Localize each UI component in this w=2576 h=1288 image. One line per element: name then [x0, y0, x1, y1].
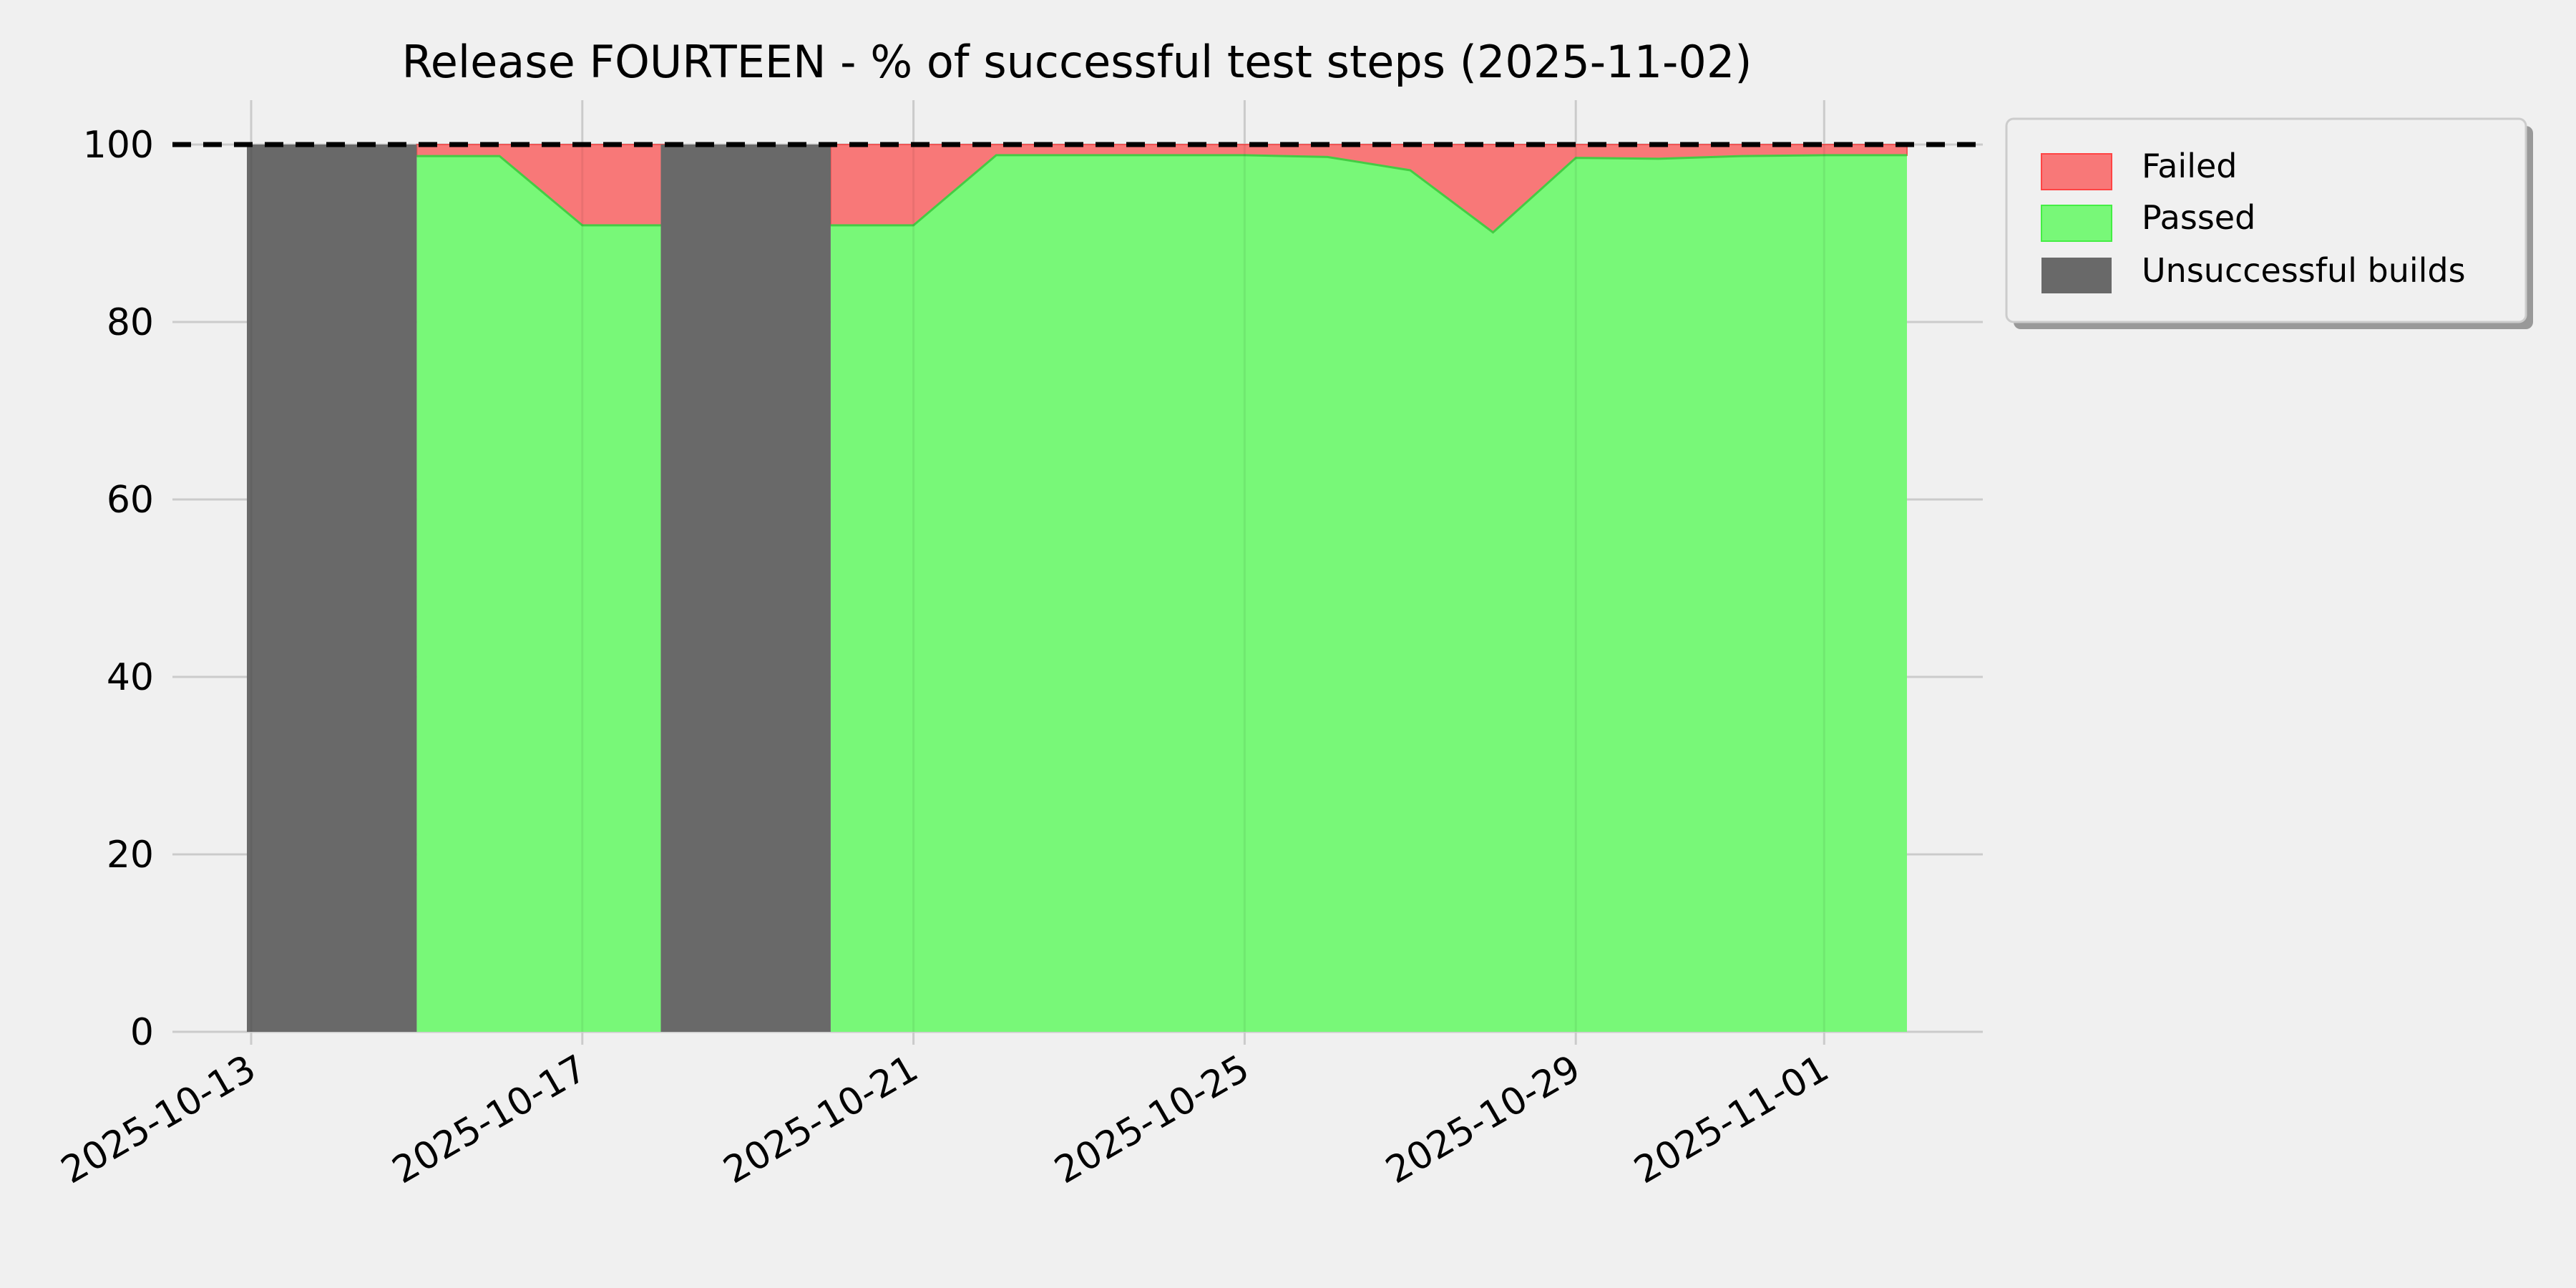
passed-area	[830, 155, 1907, 1032]
x-tick-label: 2025-10-21	[716, 1047, 925, 1192]
legend-label-unsuccessful: Unsuccessful builds	[2142, 251, 2466, 290]
legend: Failed Passed Unsuccessful builds	[2005, 117, 2533, 329]
x-tick-label: 2025-10-25	[1048, 1047, 1257, 1192]
x-tick-label: 2025-10-17	[386, 1047, 595, 1192]
y-tick-label: 20	[107, 834, 154, 877]
legend-label-failed: Failed	[2142, 147, 2238, 185]
passed-line	[416, 155, 665, 227]
y-tick-label: 40	[107, 656, 154, 699]
passed-area	[416, 156, 665, 1032]
legend-swatch-passed	[2041, 205, 2112, 242]
unsuccessful-build-bar	[247, 145, 417, 1032]
x-tick-label: 2025-10-29	[1379, 1047, 1588, 1192]
x-tick-label: 2025-11-01	[1627, 1047, 1836, 1192]
legend-label-passed: Passed	[2142, 198, 2255, 237]
passed-line	[830, 154, 1907, 234]
y-tick-label: 0	[130, 1011, 154, 1054]
x-tick-label: 2025-10-13	[54, 1047, 263, 1192]
plot-marks	[172, 142, 1983, 1032]
y-tick-label: 80	[107, 301, 154, 344]
y-tick-label: 60	[107, 479, 154, 522]
legend-swatch-unsuccessful	[2041, 258, 2112, 293]
chart-title: Release FOURTEEN - % of successful test …	[401, 36, 1752, 88]
y-axis: 0 20 40 60 80 100	[83, 124, 154, 1054]
legend-swatch-failed	[2041, 153, 2112, 190]
unsuccessful-build-bar	[660, 145, 831, 1032]
y-tick-label: 100	[83, 124, 154, 167]
x-axis: 2025-10-13 2025-10-17 2025-10-21 2025-10-25…	[54, 1047, 1836, 1192]
